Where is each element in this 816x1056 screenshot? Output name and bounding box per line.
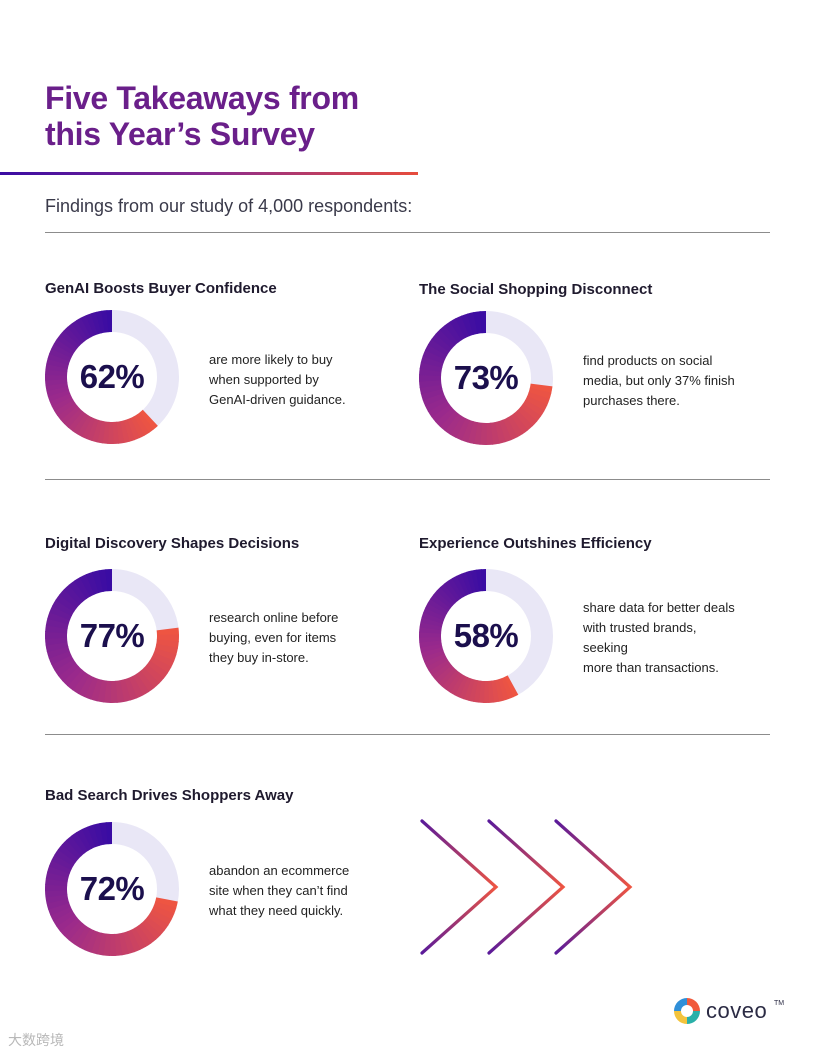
page-title: Five Takeaways from this Year’s Survey [45, 80, 359, 152]
stat-description: are more likely to buy when supported by… [209, 350, 369, 410]
donut-chart: 73% [419, 311, 553, 445]
chevron-arrows-icon [420, 819, 633, 955]
desc-line: abandon an ecommerce [209, 863, 350, 878]
subtitle: Findings from our study of 4,000 respond… [45, 196, 413, 216]
divider [45, 479, 770, 480]
desc-line: purchases there. [583, 393, 680, 408]
stat-percent: 58% [453, 617, 519, 654]
desc-line: GenAI-driven guidance. [209, 392, 346, 407]
title-gradient-rule [0, 172, 418, 175]
chevron-icon [487, 819, 566, 955]
donut-chart: 62% [45, 310, 179, 444]
donut-chart: 72% [45, 822, 179, 956]
coveo-logo: coveo TM [672, 996, 785, 1028]
stat-percent: 72% [79, 870, 145, 907]
desc-line: find products on social [583, 353, 713, 368]
stat-card-genai-confidence: GenAI Boosts Buyer Confidence 62% are mo… [45, 280, 405, 470]
logo-wordmark: coveo [706, 998, 768, 1023]
chevron-icon [420, 819, 499, 955]
desc-line: research online before [209, 610, 339, 625]
stat-percent: 77% [79, 617, 145, 654]
stat-description: find products on social media, but only … [583, 351, 743, 411]
divider [45, 734, 770, 735]
chevron-icon [554, 819, 633, 955]
stat-title: Digital Discovery Shapes Decisions [45, 535, 300, 552]
donut-chart: 58% [419, 569, 553, 703]
divider [45, 232, 770, 233]
stat-percent: 73% [453, 359, 519, 396]
stat-card-social-shopping: The Social Shopping Disconnect 73% find … [419, 281, 779, 471]
desc-line: they buy in-store. [209, 650, 309, 665]
desc-line: media, but only 37% finish [583, 373, 735, 388]
stat-card-digital-discovery: Digital Discovery Shapes Decisions 77% r… [45, 535, 405, 725]
stat-description: share data for better deals with trusted… [583, 598, 743, 678]
desc-line: share data for better deals [583, 600, 735, 615]
stat-percent: 62% [79, 358, 145, 395]
stat-title: GenAI Boosts Buyer Confidence [45, 280, 277, 297]
logo-trademark: TM [774, 1000, 785, 1007]
stat-card-experience: Experience Outshines Efficiency 58% shar… [419, 535, 779, 725]
title-line-1: Five Takeaways from [45, 80, 359, 116]
stat-title: Experience Outshines Efficiency [419, 535, 652, 552]
desc-line: buying, even for items [209, 630, 337, 645]
desc-line: are more likely to buy [209, 352, 333, 367]
title-line-2: this Year’s Survey [45, 116, 315, 152]
watermark: 大数跨境 [8, 1032, 64, 1048]
desc-line: site when they can’t find [209, 883, 348, 898]
desc-line: more than transactions. [583, 660, 719, 675]
stat-title: Bad Search Drives Shoppers Away [45, 787, 294, 804]
stat-description: research online before buying, even for … [209, 608, 369, 668]
desc-line: with trusted brands, seeking [583, 620, 697, 655]
stat-card-bad-search: Bad Search Drives Shoppers Away 72% aban… [45, 787, 405, 977]
stat-description: abandon an ecommerce site when they can’… [209, 861, 369, 921]
desc-line: when supported by [209, 372, 319, 387]
stat-title: The Social Shopping Disconnect [419, 281, 653, 298]
donut-chart: 77% [45, 569, 179, 703]
coveo-logo-icon [674, 998, 700, 1024]
desc-line: what they need quickly. [209, 903, 344, 918]
